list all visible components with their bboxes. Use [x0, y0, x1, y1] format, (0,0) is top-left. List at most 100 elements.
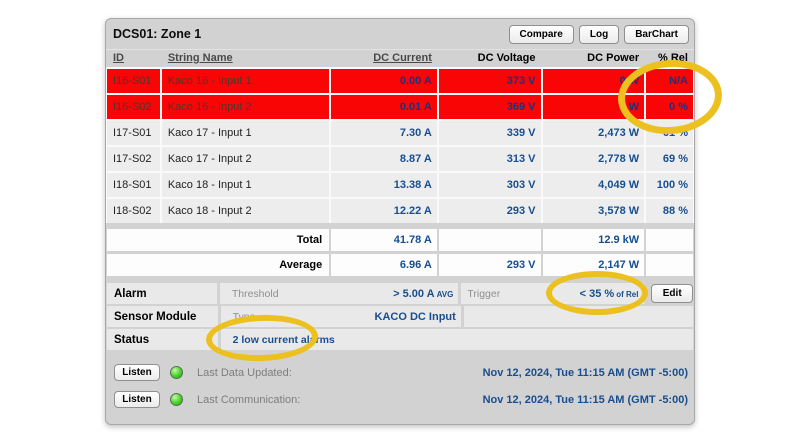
- column-header-dc-power: DC Power: [587, 52, 640, 64]
- cell-dc-voltage: 369 V: [438, 95, 541, 119]
- cell-dc-current: 12.22 A: [331, 199, 437, 223]
- cell-dc-voltage: 303 V: [438, 173, 541, 197]
- table-row: I18-S02 Kaco 18 - Input 2 12.22 A 293 V …: [107, 199, 693, 223]
- cell-dc-current: 8.87 A: [331, 147, 437, 171]
- table-row: I17-S02 Kaco 17 - Input 2 8.87 A 313 V 2…: [107, 147, 693, 171]
- last-communication-row: Listen Last Communication: Nov 12, 2024,…: [106, 391, 694, 408]
- column-header-string-name[interactable]: String Name: [167, 52, 233, 64]
- sensor-module-row: Sensor Module Type KACO DC Input: [107, 306, 693, 327]
- cell-pct-rel: N/A: [646, 69, 693, 93]
- table-row: I18-S01 Kaco 18 - Input 1 13.38 A 303 V …: [107, 173, 693, 197]
- column-header-id[interactable]: ID: [113, 52, 124, 64]
- total-dc-power: 12.9 kW: [542, 229, 645, 251]
- cell-string-name: Kaco 17 - Input 2: [161, 147, 330, 171]
- cell-string-name: Kaco 17 - Input 1: [161, 121, 330, 145]
- title-bar: DCS01: Zone 1 Compare Log BarChart: [106, 19, 694, 49]
- column-header-dc-voltage: DC Voltage: [477, 52, 536, 64]
- table-row-alarm: I16-S01 Kaco 16 - Input 1 0.00 A 373 V 0…: [107, 69, 693, 93]
- cell-pct-rel: 0 %: [646, 95, 693, 119]
- cell-dc-power: 2,473 W: [542, 121, 645, 145]
- status-led-green-icon: [170, 393, 183, 406]
- status-value-cell: 2 low current alarms: [220, 329, 693, 350]
- barchart-button[interactable]: BarChart: [624, 24, 689, 44]
- page-title: DCS01: Zone 1: [113, 27, 202, 41]
- cell-pct-rel: 61 %: [646, 121, 693, 145]
- alarm-label: Alarm: [107, 283, 217, 304]
- last-data-updated-value: Nov 12, 2024, Tue 11:15 AM (GMT -5:00): [482, 366, 688, 379]
- cell-id: I17-S01: [107, 121, 160, 145]
- summary-rows: Total 41.78 A 12.9 kW Average 6.96 A 293…: [106, 229, 694, 276]
- last-communication-value: Nov 12, 2024, Tue 11:15 AM (GMT -5:00): [482, 393, 688, 406]
- zone-panel: DCS01: Zone 1 Compare Log BarChart ID St…: [105, 18, 695, 425]
- last-data-updated-row: Listen Last Data Updated: Nov 12, 2024, …: [106, 364, 694, 381]
- trigger-label: Trigger: [467, 287, 501, 300]
- cell-id: I17-S02: [107, 147, 160, 171]
- cell-dc-power: 0 W: [542, 69, 645, 93]
- cell-pct-rel: 69 %: [646, 147, 693, 171]
- alarm-trigger-cell: Trigger < 35 % of Rel: [461, 283, 645, 304]
- total-dc-voltage: [438, 229, 541, 251]
- footer-section: Listen Last Data Updated: Nov 12, 2024, …: [106, 364, 694, 408]
- cell-pct-rel: 88 %: [646, 199, 693, 223]
- low-current-alarms-link[interactable]: 2 low current alarms: [232, 333, 335, 346]
- table-row: I17-S01 Kaco 17 - Input 1 7.30 A 339 V 2…: [107, 121, 693, 145]
- status-row: Status 2 low current alarms: [107, 329, 693, 350]
- average-dc-current: 6.96 A: [331, 254, 437, 276]
- cell-pct-rel: 100 %: [646, 173, 693, 197]
- type-label: Type: [232, 310, 256, 323]
- cell-dc-current: 7.30 A: [331, 121, 437, 145]
- sensor-empty-cell: [463, 306, 693, 327]
- cell-id: I16-S01: [107, 69, 160, 93]
- threshold-value: > 5.00 A AVG: [393, 287, 454, 300]
- cell-string-name: Kaco 18 - Input 2: [161, 199, 330, 223]
- total-dc-current: 41.78 A: [331, 229, 437, 251]
- trigger-suffix: of Rel: [616, 289, 639, 299]
- alarm-threshold-cell: Threshold > 5.00 A AVG: [219, 283, 459, 304]
- trigger-value: < 35 % of Rel: [579, 287, 639, 300]
- average-row: Average 6.96 A 293 V 2,147 W: [107, 254, 694, 276]
- cell-id: I18-S01: [107, 173, 160, 197]
- status-label: Status: [107, 329, 218, 350]
- alarm-row: Alarm Threshold > 5.00 A AVG Trigger < 35…: [107, 283, 693, 304]
- cell-id: I16-S02: [107, 95, 160, 119]
- cell-dc-voltage: 313 V: [438, 147, 541, 171]
- log-button[interactable]: Log: [578, 24, 620, 44]
- cell-dc-power: 4,049 W: [542, 173, 645, 197]
- table-row-alarm: I16-S02 Kaco 16 - Input 2 0.01 A 369 V 4…: [107, 95, 693, 119]
- column-header-dc-current[interactable]: DC Current: [373, 52, 432, 64]
- cell-dc-current: 0.01 A: [331, 95, 437, 119]
- cell-dc-power: 2,778 W: [542, 147, 645, 171]
- sensor-type-cell: Type KACO DC Input: [220, 306, 461, 327]
- cell-dc-voltage: 373 V: [438, 69, 541, 93]
- sensor-type-value: KACO DC Input: [374, 310, 456, 323]
- title-bar-buttons: Compare Log BarChart: [508, 24, 689, 44]
- cell-string-name: Kaco 16 - Input 2: [161, 95, 330, 119]
- edit-button[interactable]: Edit: [651, 284, 693, 303]
- cell-dc-power: 3,578 W: [542, 199, 645, 223]
- cell-dc-voltage: 339 V: [438, 121, 541, 145]
- cell-id: I18-S02: [107, 199, 160, 223]
- average-dc-voltage: 293 V: [438, 254, 541, 276]
- listen-button-data[interactable]: Listen: [114, 364, 160, 381]
- compare-button[interactable]: Compare: [508, 24, 574, 44]
- threshold-label: Threshold: [231, 287, 279, 300]
- sensor-module-label: Sensor Module: [107, 306, 218, 327]
- last-data-updated-label: Last Data Updated:: [197, 366, 292, 379]
- table-header-row: ID String Name DC Current DC Voltage DC …: [106, 49, 694, 69]
- settings-section: Alarm Threshold > 5.00 A AVG Trigger < 35…: [106, 283, 694, 350]
- cell-dc-current: 0.00 A: [331, 69, 437, 93]
- status-led-green-icon: [170, 366, 183, 379]
- string-table-body: I16-S01 Kaco 16 - Input 1 0.00 A 373 V 0…: [106, 69, 694, 223]
- total-pct-rel: [646, 229, 694, 251]
- average-label: Average: [107, 254, 330, 276]
- cell-dc-current: 13.38 A: [331, 173, 437, 197]
- average-dc-power: 2,147 W: [542, 254, 645, 276]
- last-communication-label: Last Communication:: [197, 393, 301, 406]
- listen-button-communication[interactable]: Listen: [114, 391, 160, 408]
- average-pct-rel: [646, 254, 694, 276]
- cell-string-name: Kaco 18 - Input 1: [161, 173, 330, 197]
- cell-string-name: Kaco 16 - Input 1: [161, 69, 330, 93]
- column-header-pct-rel: % Rel: [658, 52, 688, 64]
- cell-dc-voltage: 293 V: [438, 199, 541, 223]
